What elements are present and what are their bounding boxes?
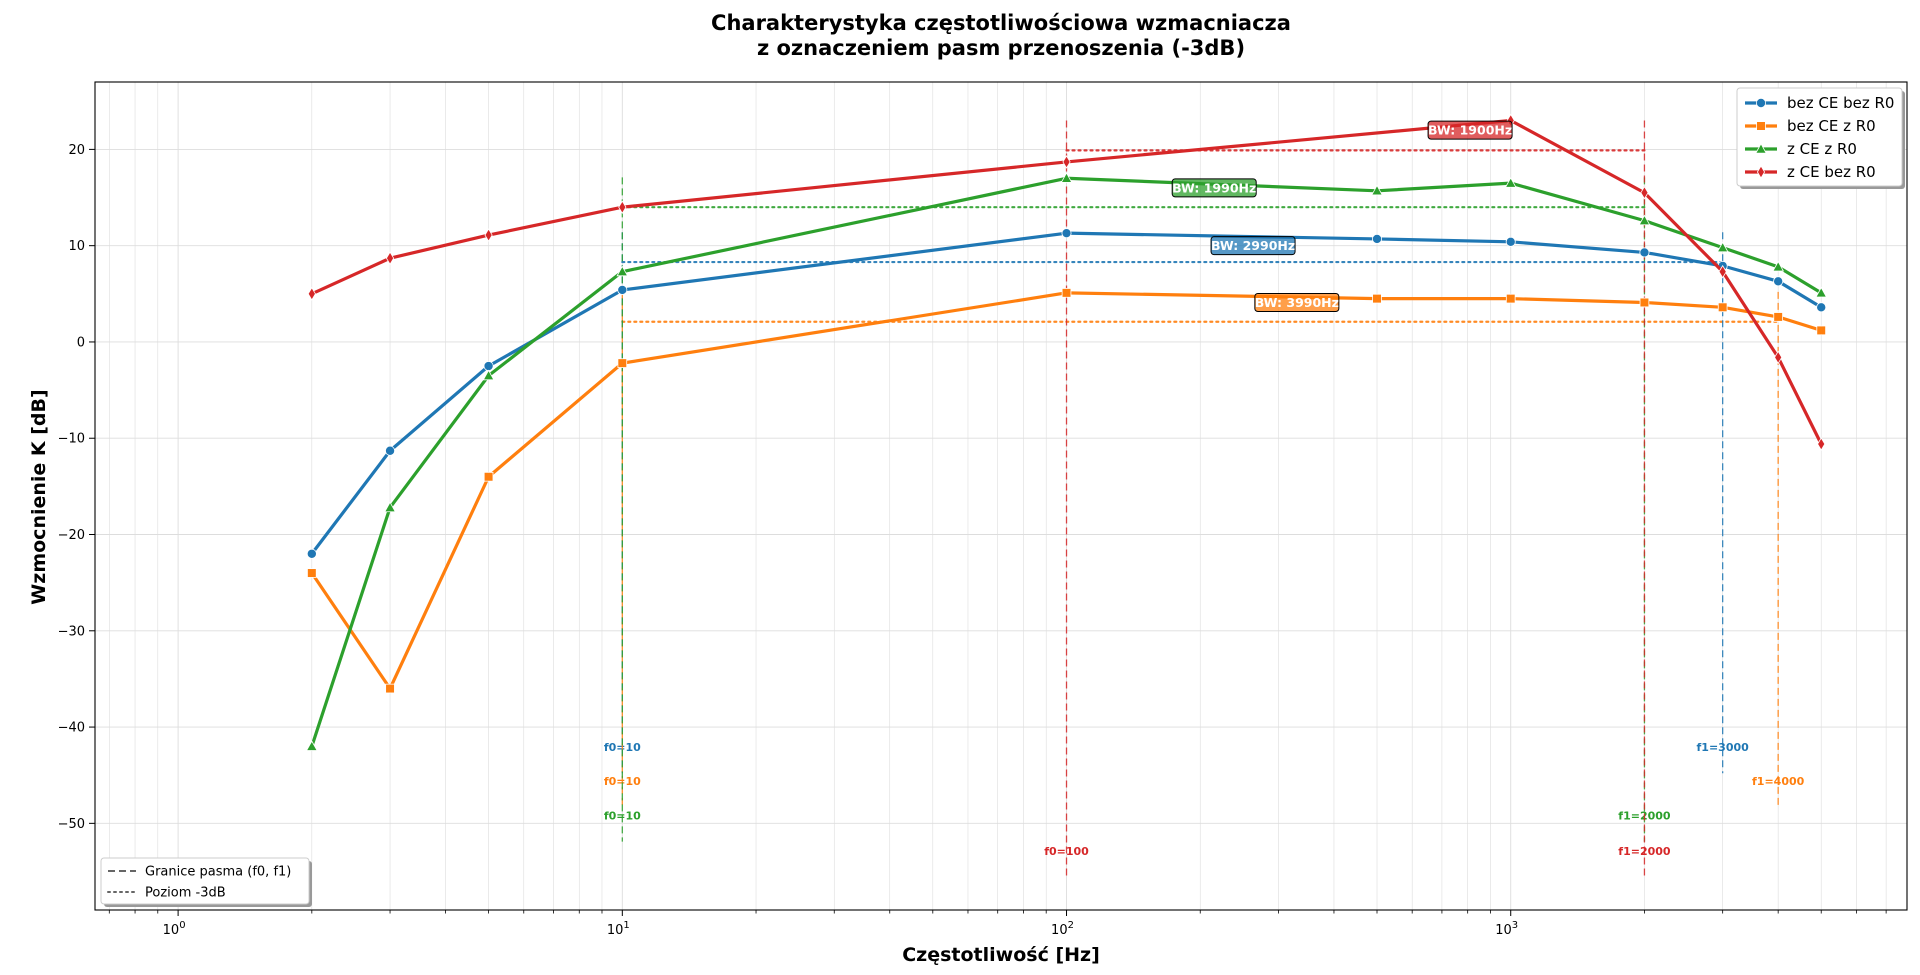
f1-label: f1=4000	[1752, 775, 1805, 788]
data-point	[1774, 350, 1783, 365]
data-point	[1717, 302, 1728, 313]
data-point	[385, 251, 395, 265]
y-axis-label: Wzmocnienie K [dB]	[28, 389, 50, 604]
data-point	[1816, 325, 1827, 336]
series-line	[311, 118, 1823, 445]
data-point	[618, 200, 627, 214]
x-tick-label: 100	[163, 920, 186, 938]
series-bez-CE-z-R0	[307, 288, 1827, 694]
x-axis-label: Częstotliwość [Hz]	[902, 944, 1100, 966]
data-point	[385, 683, 395, 694]
data-point	[1640, 185, 1649, 200]
legend-box	[1736, 87, 1903, 187]
data-point	[1718, 264, 1727, 279]
data-point	[1639, 297, 1650, 308]
bandwidth-badge-text: BW: 3990Hz	[1255, 295, 1339, 310]
data-point	[307, 287, 316, 301]
data-point	[483, 471, 494, 482]
plot-frame	[94, 81, 1908, 911]
data-point	[617, 358, 628, 368]
data-point	[1639, 247, 1650, 258]
y-tick-label: 10	[68, 239, 85, 254]
data-point	[385, 445, 396, 456]
x-tick-label: 103	[1495, 920, 1518, 938]
level-3db-lines	[621, 149, 1780, 323]
y-tick-label: 0	[77, 335, 85, 350]
f1-label: f1=2000	[1618, 845, 1671, 858]
data-point	[1371, 184, 1383, 196]
series-z-CE-z-R0	[305, 172, 1828, 751]
data-point	[617, 284, 628, 295]
data-point	[1372, 233, 1383, 244]
data-point	[1816, 302, 1827, 313]
legend-label: bez CE z R0	[1787, 117, 1876, 135]
y-tick-label: −10	[58, 432, 85, 447]
legend-label: z CE z R0	[1787, 140, 1857, 158]
y-tick-label: −30	[58, 624, 85, 639]
data-point	[1756, 165, 1766, 179]
bandwidth-badges: BW: 2990Hz BW: 3990Hz BW: 1990Hz BW: 1900Hz	[1171, 120, 1513, 312]
data-point	[1755, 142, 1767, 154]
legend-style-label: Granice pasma (f0, f1)	[145, 865, 291, 880]
data-point	[1817, 437, 1826, 451]
data-point	[1060, 172, 1073, 183]
data-point	[1505, 236, 1516, 247]
data-point	[306, 548, 317, 559]
y-tick-label: −50	[58, 817, 85, 832]
data-point	[307, 568, 317, 578]
data-point	[1061, 228, 1072, 239]
data-point	[1372, 293, 1382, 304]
data-point	[1505, 293, 1516, 304]
legend-box	[100, 857, 310, 905]
f0-label: f0=10	[604, 809, 641, 822]
grid-lines	[95, 82, 1907, 910]
bandwidth-badge	[1254, 292, 1340, 312]
series-legend: bez CE bez R0 bez CE z R0 z CE z R0 z CE be…	[1736, 87, 1905, 189]
bandwidth-badge	[1171, 178, 1257, 198]
legend-style-label: Poziom -3dB	[145, 886, 226, 901]
data-point	[1756, 121, 1766, 131]
y-tick-label: −40	[58, 721, 85, 736]
data-point	[483, 361, 494, 372]
data-point	[1062, 155, 1071, 169]
x-ticks: 100 101 102 103	[108, 910, 1887, 938]
data-point	[1756, 98, 1767, 109]
legend-label: z CE bez R0	[1787, 163, 1876, 181]
data-point	[1638, 214, 1651, 226]
data-point	[1773, 312, 1783, 322]
series-bez-CE-bez-R0	[306, 228, 1827, 559]
data-point	[616, 265, 629, 277]
chart-title-line1: Charakterystyka częstotliwościowa wzmacn…	[711, 11, 1291, 35]
data-point	[384, 501, 396, 513]
data-point	[1772, 260, 1785, 272]
bandwidth-badge	[1427, 120, 1513, 140]
y-tick-label: −20	[58, 528, 85, 543]
data-point	[1773, 276, 1784, 287]
f0-label: f0=100	[1044, 845, 1089, 858]
f0-label: f0=10	[604, 775, 641, 788]
data-point	[1815, 286, 1828, 298]
bandwidth-badge-text: BW: 1900Hz	[1428, 123, 1512, 138]
y-tick-label: 20	[68, 143, 85, 158]
bandwidth-badge	[1210, 236, 1296, 256]
y-ticks: 20 10 0 −10 −20 −30 −40 −50	[58, 143, 95, 832]
data-point	[1716, 241, 1729, 253]
x-tick-label: 101	[607, 920, 630, 938]
style-legend: Granice pasma (f0, f1) Poziom -3dB	[100, 857, 312, 907]
data-point	[305, 740, 318, 751]
x-tick-label: 102	[1051, 920, 1074, 938]
bandwidth-badge-text: BW: 2990Hz	[1211, 238, 1295, 253]
f1-label: f1=3000	[1697, 741, 1750, 754]
data-point	[1504, 177, 1517, 188]
data-point	[1061, 288, 1072, 298]
chart-title-line2: z oznaczeniem pasm przenoszenia (-3dB)	[757, 36, 1245, 60]
data-point	[484, 228, 493, 242]
bandwidth-badge-text: BW: 1990Hz	[1172, 180, 1256, 195]
data-point	[482, 369, 495, 381]
legend-label: bez CE bez R0	[1787, 94, 1894, 112]
